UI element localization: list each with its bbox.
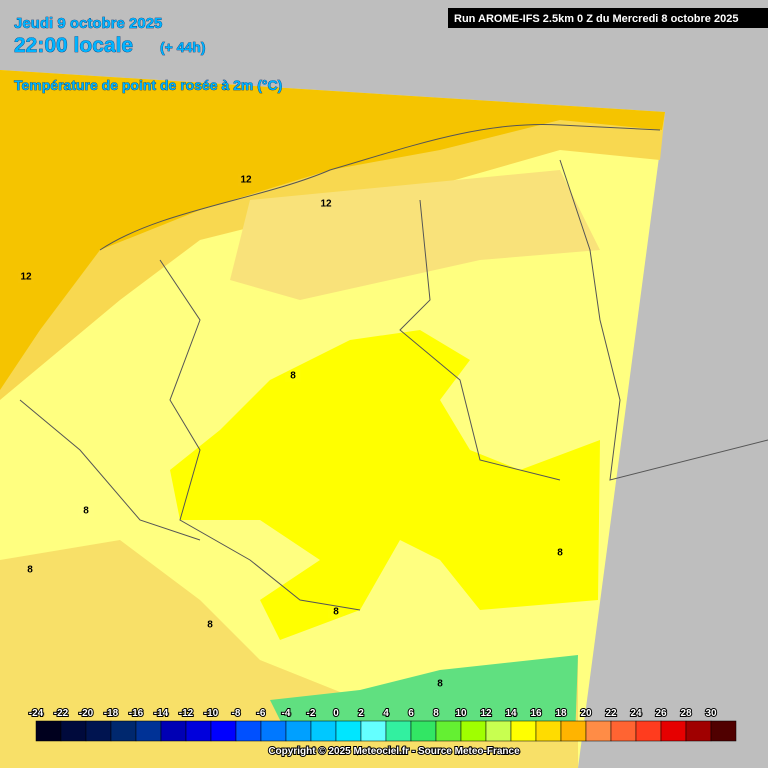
legend-swatch — [235, 720, 262, 742]
border — [159, 259, 361, 611]
forecast-date: Jeudi 9 octobre 2025 — [14, 15, 162, 32]
contour-label: 8 — [83, 506, 89, 517]
legend: -24 -22 -20 -18 -16 -14 -12 -10 -8 -6 -4 -2 0 2 4 6 8 10 1… — [28, 707, 737, 742]
legend-swatch — [435, 720, 462, 742]
zone-green — [270, 655, 578, 740]
legend-label: -2 — [307, 708, 316, 719]
contour-label: 8 — [333, 607, 339, 618]
legend-swatch — [385, 720, 412, 742]
lead-time: (+ 44h) — [160, 39, 206, 55]
legend-swatch — [635, 720, 662, 742]
legend-label: -20 — [79, 708, 94, 719]
legend-label: 10 — [455, 708, 467, 719]
run-box — [448, 8, 768, 28]
legend-label: 30 — [705, 708, 717, 719]
contour-labels: 12 12 12 8 8 8 8 8 8 8 — [20, 175, 563, 690]
legend-swatch — [160, 720, 187, 742]
borders — [19, 123, 768, 611]
legend-label: -24 — [29, 708, 44, 719]
contour-label: 12 — [320, 199, 332, 210]
variable-title: Température de point de rosée à 2m (°C) — [14, 77, 282, 93]
legend-label: 28 — [680, 708, 692, 719]
legend-swatch — [60, 720, 87, 742]
legend-swatch — [185, 720, 212, 742]
legend-label: 14 — [505, 708, 517, 719]
legend-label: 16 — [530, 708, 542, 719]
legend-swatch — [285, 720, 312, 742]
legend-label: 22 — [605, 708, 617, 719]
border — [399, 199, 561, 481]
legend-label: 2 — [358, 708, 364, 719]
legend-swatch — [310, 720, 337, 742]
contour-label: 12 — [20, 272, 32, 283]
legend-swatch — [560, 720, 587, 742]
legend-swatch — [85, 720, 112, 742]
legend-swatch — [260, 720, 287, 742]
legend-swatch — [685, 720, 712, 742]
run-info: Run AROME-IFS 2.5km 0 Z du Mercredi 8 oc… — [454, 13, 738, 25]
legend-label: -4 — [282, 708, 291, 719]
legend-swatch — [485, 720, 512, 742]
zone-yellow-orange — [230, 170, 600, 300]
legend-swatch — [410, 720, 437, 742]
contour-label: 8 — [27, 565, 33, 576]
legend-label: -10 — [204, 708, 219, 719]
legend-swatch — [610, 720, 637, 742]
legend-swatch — [460, 720, 487, 742]
contour-label: 8 — [207, 620, 213, 631]
legend-label: -22 — [54, 708, 69, 719]
legend-swatch — [510, 720, 537, 742]
legend-swatch — [35, 720, 62, 742]
legend-label: -16 — [129, 708, 144, 719]
legend-swatch — [135, 720, 162, 742]
legend-label: 26 — [655, 708, 667, 719]
legend-label: -12 — [179, 708, 194, 719]
zone-orange — [0, 70, 665, 390]
legend-label: -8 — [232, 708, 241, 719]
legend-swatch — [360, 720, 387, 742]
forecast-time: 22:00 locale — [14, 34, 133, 57]
legend-label: -18 — [104, 708, 119, 719]
border — [559, 159, 768, 481]
legend-label: 0 — [333, 708, 339, 719]
legend-swatch — [110, 720, 137, 742]
legend-label: 18 — [555, 708, 567, 719]
legend-label: -6 — [257, 708, 266, 719]
contour-label: 12 — [240, 175, 252, 186]
border — [19, 399, 201, 541]
legend-swatch — [210, 720, 237, 742]
legend-label: 24 — [630, 708, 642, 719]
contour-label: 8 — [557, 548, 563, 559]
legend-swatch — [710, 720, 737, 742]
contour-label: 8 — [437, 679, 443, 690]
legend-swatch — [585, 720, 612, 742]
legend-label: 4 — [383, 708, 389, 719]
legend-swatch — [660, 720, 687, 742]
coastline — [99, 123, 661, 251]
contour-label: 8 — [290, 371, 296, 382]
legend-swatch — [335, 720, 362, 742]
zone-yellow — [170, 330, 600, 640]
legend-label: -14 — [154, 708, 169, 719]
legend-label: 12 — [480, 708, 492, 719]
legend-label: 8 — [433, 708, 439, 719]
legend-label: 20 — [580, 708, 592, 719]
legend-label: 6 — [408, 708, 414, 719]
copyright: Copyright © 2025 Meteociel.fr - Source M… — [268, 746, 520, 757]
legend-swatch — [535, 720, 562, 742]
